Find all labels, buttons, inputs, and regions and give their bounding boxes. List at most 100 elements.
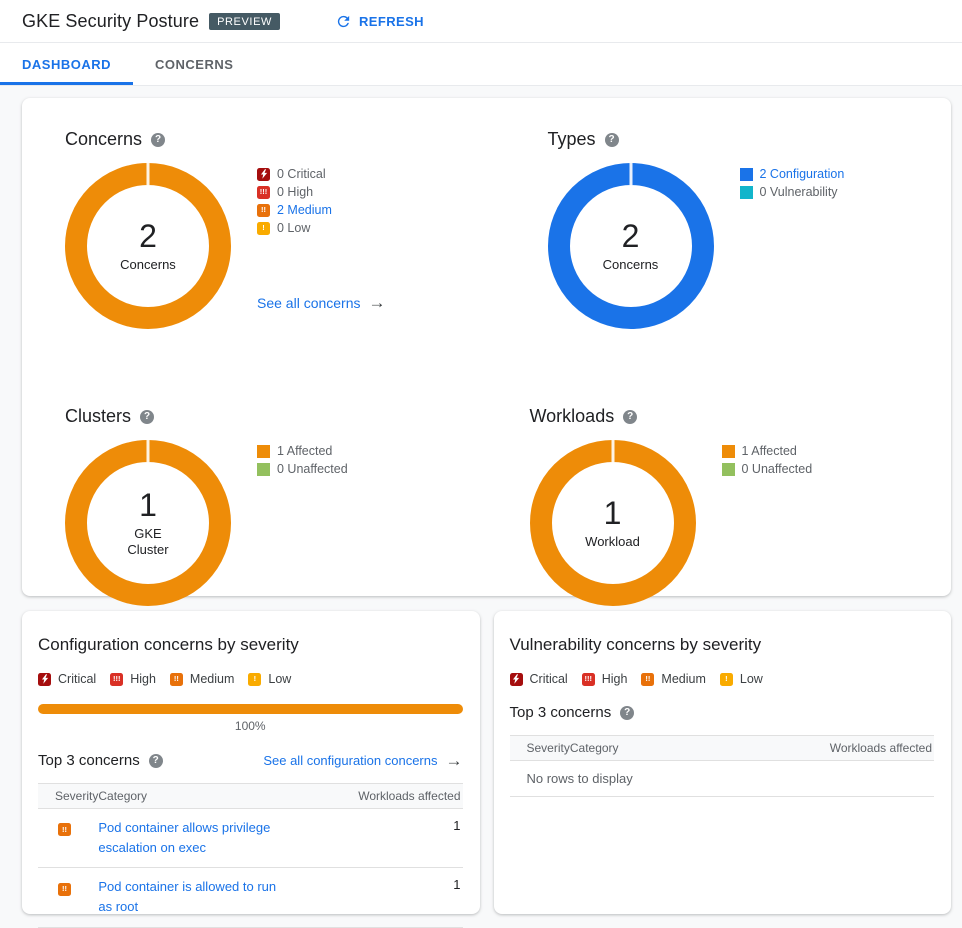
severity-column-header: Severity — [38, 783, 99, 809]
types-count-label: Concerns — [602, 256, 659, 272]
configuration-concerns-table: Severity Category Workloads affected !! … — [38, 783, 463, 928]
concerns-legend: 0 Critical !!! 0 High !! 2 Medium ! 0 Lo… — [257, 163, 386, 313]
concerns-section: Concerns ? 2 Concerns 0 Critical — [22, 98, 487, 375]
tab-dashboard[interactable]: DASHBOARD — [0, 43, 133, 85]
workloads-affected-value: 1 — [332, 808, 463, 869]
clusters-section: Clusters ? 1 GKE Cluster — [22, 375, 487, 606]
refresh-icon — [337, 15, 350, 27]
preview-badge: PREVIEW — [209, 12, 281, 30]
affected-color-swatch — [721, 444, 735, 458]
configuration-concerns-card: Configuration concerns by severity Criti… — [22, 611, 480, 928]
vulnerability-card-title: Vulnerability concerns by severity — [509, 635, 762, 654]
critical-severity-icon — [509, 672, 523, 686]
overview-card: Concerns ? 2 Concerns 0 Critical — [22, 98, 952, 606]
tab-concerns[interactable]: CONCERNS — [155, 56, 234, 72]
unaffected-color-swatch — [257, 462, 270, 476]
category-column-header: Category — [569, 735, 804, 761]
no-rows-message: No rows to display — [509, 760, 934, 797]
workloads-column-header: Workloads affected — [332, 783, 463, 809]
bar-percent-label: 100% — [234, 719, 266, 733]
concerns-heading: Concerns ? — [65, 129, 487, 150]
concerns-count-label: Concerns — [120, 256, 176, 272]
workloads-title: Workloads — [529, 406, 615, 426]
configuration-color-swatch — [739, 167, 753, 181]
arrow-forward-icon: → — [368, 293, 386, 312]
table-row: !! Pod container allows privilege escala… — [38, 808, 463, 869]
clusters-count: 1 — [139, 486, 157, 523]
clusters-title: Clusters — [65, 406, 132, 426]
types-title: Types — [547, 129, 596, 149]
legend-item-low: ! 0 Low — [257, 219, 386, 237]
donut-segment-tick — [611, 440, 614, 462]
clusters-donut-chart: 1 GKE Cluster — [65, 440, 231, 606]
types-donut-chart: 2 Concerns — [547, 163, 714, 329]
unaffected-color-swatch — [721, 462, 735, 476]
table-row: !! Pod container is allowed to run as ro… — [38, 867, 463, 928]
help-icon[interactable]: ? — [604, 132, 619, 147]
medium-severity-icon: !! — [58, 882, 71, 896]
configuration-card-title: Configuration concerns by severity — [38, 635, 299, 654]
affected-color-swatch — [257, 444, 270, 458]
clusters-legend: 1 Affected 0 Unaffected — [257, 440, 348, 478]
help-icon[interactable]: ? — [151, 132, 166, 147]
concern-category-link[interactable]: Pod container allows privilege escalatio… — [98, 820, 271, 856]
see-all-concerns-link[interactable]: See all concerns → — [257, 293, 386, 312]
legend-item-affected: 1 Affected — [257, 442, 348, 460]
top-concerns-title: Top 3 concerns ? — [38, 752, 163, 769]
vulnerability-concerns-card: Vulnerability concerns by severity Criti… — [493, 611, 951, 914]
table-header-row: Severity Category Workloads affected — [38, 783, 463, 809]
legend-item-affected: 1 Affected — [721, 442, 813, 460]
vulnerability-concerns-table: Severity Category Workloads affected No … — [509, 735, 934, 797]
low-severity-icon: ! — [257, 221, 270, 235]
legend-item-critical: 0 Critical — [257, 165, 386, 183]
page-header: GKE Security Posture PREVIEW REFRESH — [0, 0, 962, 43]
medium-severity-icon: !! — [58, 823, 71, 837]
legend-item-medium[interactable]: !! 2 Medium — [257, 201, 386, 219]
legend-item-configuration[interactable]: 2 Configuration — [739, 165, 844, 183]
legend-item-unaffected: 0 Unaffected — [721, 460, 812, 478]
legend-item-high: !!! 0 High — [257, 183, 386, 201]
concerns-donut-chart: 2 Concerns — [65, 163, 231, 329]
critical-severity-icon — [38, 672, 51, 686]
workloads-heading: Workloads ? — [530, 406, 952, 427]
empty-table-row: No rows to display — [509, 760, 934, 797]
refresh-label: REFRESH — [359, 13, 424, 29]
medium-severity-icon: !! — [257, 203, 270, 217]
help-icon[interactable]: ? — [623, 409, 638, 424]
clusters-heading: Clusters ? — [65, 406, 487, 427]
table-header-row: Severity Category Workloads affected — [509, 735, 934, 761]
medium-severity-icon: !! — [169, 672, 183, 686]
vulnerability-color-swatch — [739, 185, 753, 199]
concerns-title: Concerns — [65, 129, 143, 149]
severity-column-header: Severity — [509, 735, 570, 761]
high-severity-icon: !!! — [110, 672, 124, 686]
concerns-count: 2 — [139, 217, 157, 254]
see-all-configuration-concerns-link[interactable]: See all configuration concerns → — [263, 751, 463, 770]
help-icon[interactable]: ? — [140, 409, 155, 424]
types-section: Types ? 2 Concerns 2 Configuration — [487, 98, 952, 375]
legend-item-vulnerability: 0 Vulnerability — [739, 183, 845, 201]
workloads-count: 1 — [603, 494, 622, 531]
medium-severity-icon: !! — [641, 672, 655, 686]
workloads-section: Workloads ? 1 Workload 1 Affected — [487, 375, 952, 606]
donut-segment-tick — [146, 440, 150, 462]
page-title: GKE Security Posture — [22, 10, 200, 31]
high-severity-icon: !!! — [581, 672, 595, 686]
refresh-button[interactable]: REFRESH — [335, 13, 424, 30]
help-icon[interactable]: ? — [148, 753, 163, 768]
workloads-legend: 1 Affected 0 Unaffected — [721, 440, 813, 478]
types-legend: 2 Configuration 0 Vulnerability — [739, 163, 845, 201]
vulnerability-severity-legend: Critical !!! High !! Medium ! Low — [509, 672, 935, 686]
types-count: 2 — [621, 217, 640, 254]
concern-category-link[interactable]: Pod container is allowed to run as root — [98, 879, 277, 915]
workloads-count-label: Workload — [585, 533, 640, 549]
high-severity-icon: !!! — [257, 185, 270, 199]
low-severity-icon: ! — [719, 672, 733, 686]
legend-item-unaffected: 0 Unaffected — [257, 460, 348, 478]
donut-segment-tick — [146, 163, 150, 185]
clusters-count-label: GKE Cluster — [127, 525, 169, 558]
help-icon[interactable]: ? — [620, 705, 635, 720]
donut-segment-tick — [629, 163, 632, 185]
tab-bar: DASHBOARD CONCERNS — [0, 43, 962, 86]
category-column-header: Category — [98, 783, 333, 809]
